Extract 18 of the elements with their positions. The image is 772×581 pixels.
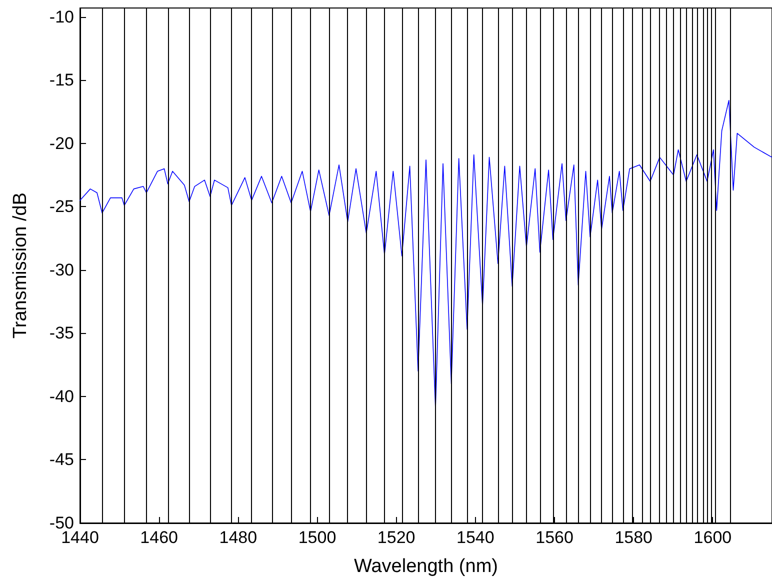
x-axis-title: Wavelength (nm) [354,556,498,577]
y-tick-label: -10 [49,7,74,26]
y-tick-label: -15 [49,70,74,90]
y-tick-label: -40 [49,386,74,406]
x-tick-label: 1580 [614,528,653,547]
x-tick-label: 1500 [298,528,336,547]
y-axis-title: Transmission /dB [10,192,31,339]
y-tick-label: -35 [49,324,74,343]
y-tick-label: -30 [49,260,74,280]
y-tick-label: -45 [49,450,74,470]
x-tick-label: 1600 [694,528,732,547]
x-tick-label: 1480 [219,528,258,547]
x-tick-label: 1560 [536,528,574,547]
x-tick-label: 1460 [140,528,178,547]
y-tick-label: -20 [49,134,74,153]
x-tick-label: 1540 [456,528,494,547]
y-tick-label: -25 [49,197,74,216]
x-tick-label: 1520 [377,528,416,547]
